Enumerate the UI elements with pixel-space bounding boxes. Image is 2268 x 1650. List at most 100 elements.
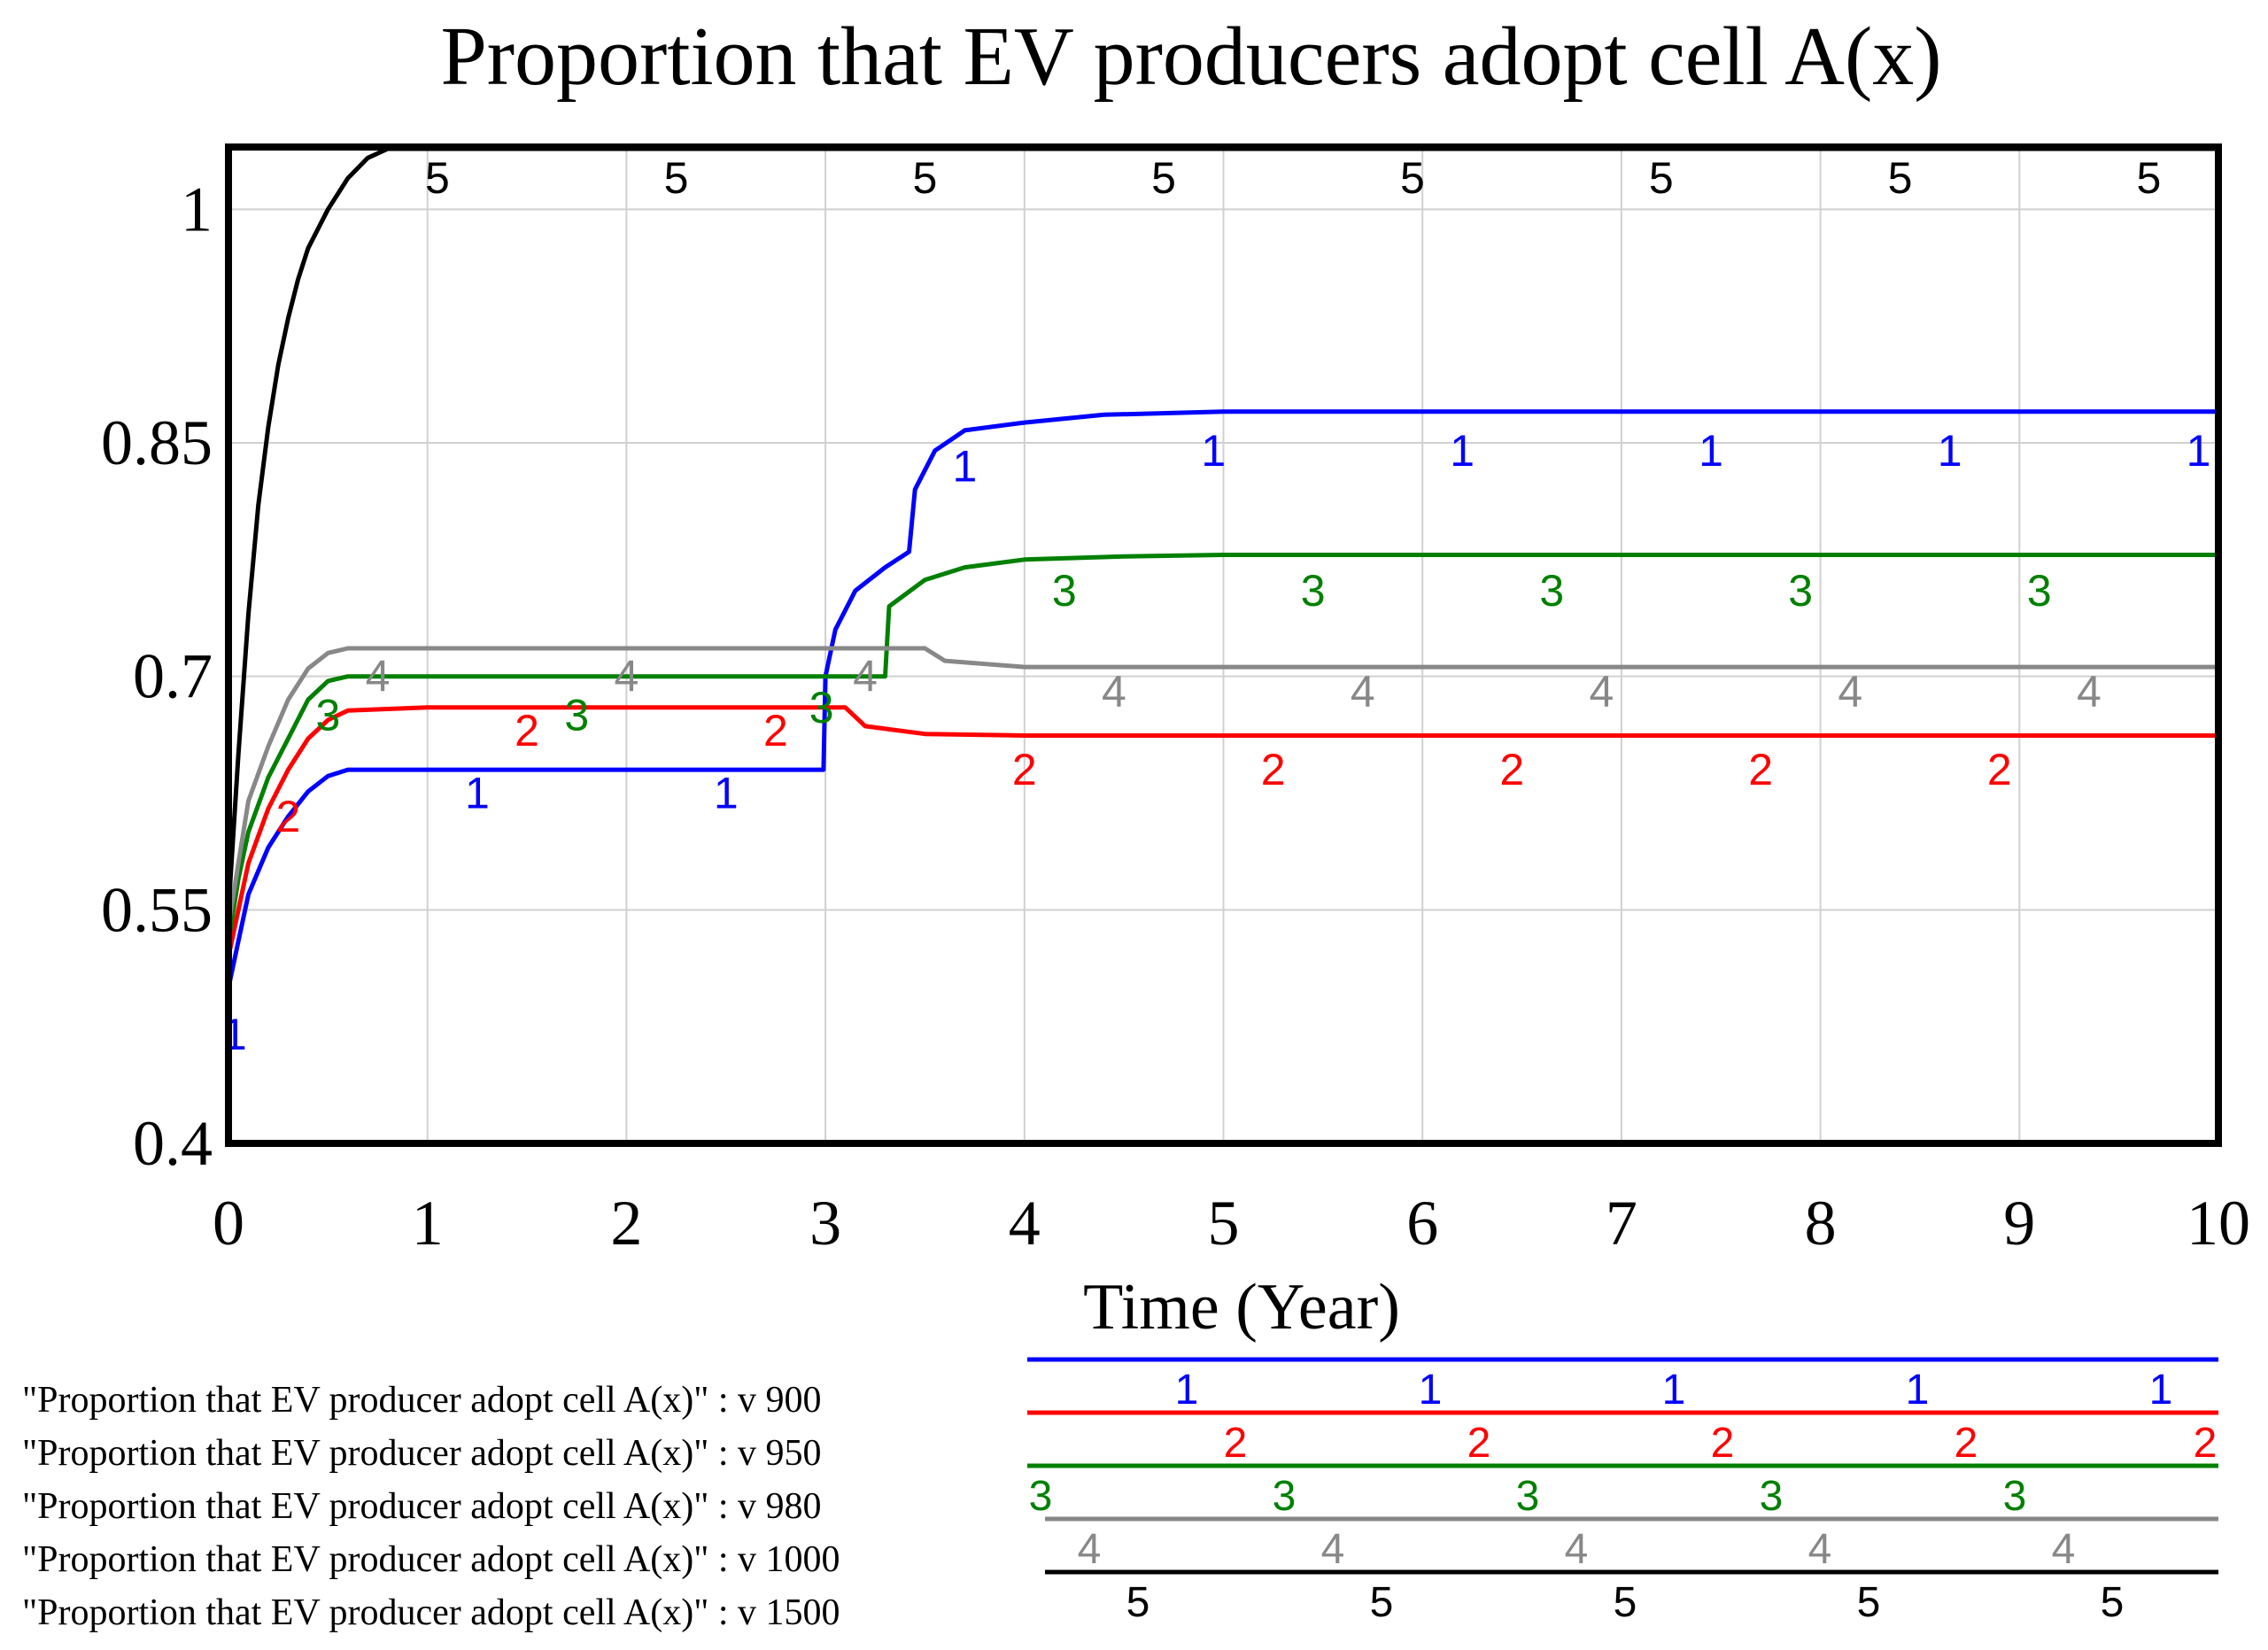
legend-marker-series-4: 4 bbox=[2052, 1526, 2076, 1573]
series-marker-1: 1 bbox=[1699, 426, 1723, 476]
x-axis-label: Time (Year) bbox=[1083, 1271, 1400, 1344]
legend-label-series-5: "Proportion that EV producer adopt cell … bbox=[22, 1592, 840, 1633]
series-markers: 11 11 1 1 1 1 122 22 2 2 2 23 3 33 3 3 3 34 4 4 4 4 4 4 45 5 5 5 5 5 5… bbox=[222, 153, 2211, 1059]
series-marker-2: 2 bbox=[1748, 745, 1773, 794]
chart-title: Proportion that EV producers adopt cell … bbox=[440, 11, 1941, 103]
y-tick-label: 0.85 bbox=[101, 407, 213, 478]
series-line-2 bbox=[226, 705, 2218, 957]
x-tick-label: 2 bbox=[610, 1188, 642, 1259]
series-marker-2: 2 bbox=[276, 792, 301, 841]
series-marker-1: 1 bbox=[2187, 426, 2211, 476]
series-marker-3: 3 bbox=[809, 683, 834, 732]
series-marker-4: 4 bbox=[1838, 667, 1862, 717]
series-marker-4: 4 bbox=[2077, 667, 2102, 717]
series-line-5 bbox=[226, 146, 2218, 910]
series-marker-1: 1 bbox=[465, 768, 490, 817]
x-tick-labels: 0 1 2 3 4 5 6 7 8 9 10 bbox=[213, 1188, 2250, 1259]
legend-marker-series-5: 5 bbox=[1857, 1579, 1881, 1626]
series-marker-3: 3 bbox=[2027, 566, 2052, 616]
y-tick-labels: 0.4 0.55 0.7 0.85 1 bbox=[101, 174, 213, 1179]
series-marker-2: 2 bbox=[515, 706, 539, 755]
legend-marker-series-3: 3 bbox=[2003, 1473, 2027, 1520]
x-tick-label: 9 bbox=[2003, 1188, 2035, 1259]
legend-marker-series-5: 5 bbox=[2101, 1579, 2125, 1626]
legend-marker-series-4: 4 bbox=[1321, 1526, 1345, 1573]
plot-frame bbox=[225, 143, 2222, 1147]
series-line-3 bbox=[226, 553, 2218, 941]
series-marker-2: 2 bbox=[1987, 745, 2012, 794]
series-marker-1: 1 bbox=[714, 768, 739, 817]
legend-marker-series-2: 2 bbox=[2194, 1420, 2218, 1467]
legend-marker-series-2: 2 bbox=[1711, 1420, 1735, 1467]
x-tick-label: 3 bbox=[809, 1188, 841, 1259]
legend-marker-series-3: 3 bbox=[1029, 1473, 1053, 1520]
legend-marker-series-2: 2 bbox=[1955, 1420, 1978, 1467]
x-tick-label: 8 bbox=[1805, 1188, 1837, 1259]
series-marker-4: 4 bbox=[366, 652, 391, 701]
legend-marker-series-5: 5 bbox=[1614, 1579, 1637, 1626]
series-marker-1: 1 bbox=[1450, 426, 1475, 476]
series-marker-1: 1 bbox=[952, 441, 977, 491]
legend-label-series-3: "Proportion that EV producer adopt cell … bbox=[22, 1486, 822, 1527]
series-marker-3: 3 bbox=[1052, 566, 1077, 616]
y-tick-label: 0.4 bbox=[133, 1108, 213, 1179]
legend-marker-series-1: 1 bbox=[1419, 1367, 1443, 1414]
series-marker-5: 5 bbox=[1888, 153, 1913, 203]
legend-marker-series-2: 2 bbox=[1467, 1420, 1491, 1467]
series-marker-4: 4 bbox=[1351, 667, 1375, 717]
series-line-4 bbox=[226, 646, 2218, 926]
x-tick-label: 0 bbox=[213, 1188, 244, 1259]
series-lines bbox=[226, 146, 2218, 988]
series-marker-4: 4 bbox=[1590, 667, 1614, 717]
legend-marker-series-4: 4 bbox=[1808, 1526, 1832, 1573]
legend-marker-series-4: 4 bbox=[1078, 1526, 1102, 1573]
legend-label-series-2: "Proportion that EV producer adopt cell … bbox=[22, 1433, 822, 1474]
y-tick-label: 0.55 bbox=[101, 874, 213, 945]
x-tick-label: 5 bbox=[1208, 1188, 1240, 1259]
series-marker-2: 2 bbox=[1499, 745, 1524, 794]
series-marker-4: 4 bbox=[853, 652, 878, 701]
series-marker-3: 3 bbox=[315, 691, 340, 740]
legend-samples: 1 1 1 1 12 2 2 2 23 3 3 3 34 4 4 4 45 5 5 5 5 bbox=[1027, 1357, 2218, 1626]
series-marker-1: 1 bbox=[1201, 426, 1226, 476]
legend-marker-series-2: 2 bbox=[1224, 1420, 1248, 1467]
legend-marker-series-1: 1 bbox=[1906, 1367, 1930, 1414]
series-marker-5: 5 bbox=[913, 153, 938, 203]
legend-marker-series-4: 4 bbox=[1565, 1526, 1589, 1573]
series-marker-3: 3 bbox=[1539, 566, 1564, 616]
series-marker-4: 4 bbox=[1102, 667, 1126, 717]
legend-marker-series-3: 3 bbox=[1273, 1473, 1297, 1520]
legend-marker-series-1: 1 bbox=[2149, 1367, 2173, 1414]
x-tick-label: 7 bbox=[1606, 1188, 1637, 1259]
legend-marker-series-3: 3 bbox=[1760, 1473, 1784, 1520]
series-marker-5: 5 bbox=[425, 153, 450, 203]
series-marker-5: 5 bbox=[1649, 153, 1674, 203]
series-marker-3: 3 bbox=[1788, 566, 1813, 616]
y-tick-label: 1 bbox=[181, 174, 213, 244]
y-tick-label: 0.7 bbox=[133, 641, 213, 712]
legend-label-series-1: "Proportion that EV producer adopt cell … bbox=[22, 1380, 822, 1421]
series-marker-1: 1 bbox=[1938, 426, 1962, 476]
series-marker-2: 2 bbox=[1261, 745, 1286, 794]
series-marker-3: 3 bbox=[1301, 566, 1326, 616]
series-marker-3: 3 bbox=[564, 691, 589, 740]
gridlines bbox=[228, 147, 2218, 1143]
legend-marker-series-1: 1 bbox=[1662, 1367, 1686, 1414]
series-marker-5: 5 bbox=[1400, 153, 1425, 203]
series-marker-5: 5 bbox=[664, 153, 689, 203]
legend-marker-series-5: 5 bbox=[1126, 1579, 1150, 1626]
legend-label-series-4: "Proportion that EV producer adopt cell … bbox=[22, 1539, 840, 1580]
x-tick-label: 4 bbox=[1009, 1188, 1041, 1259]
legend-marker-series-5: 5 bbox=[1370, 1579, 1394, 1626]
series-marker-5: 5 bbox=[1151, 153, 1176, 203]
series-marker-2: 2 bbox=[1012, 745, 1037, 794]
series-marker-5: 5 bbox=[2136, 153, 2161, 203]
series-marker-4: 4 bbox=[614, 652, 639, 701]
x-tick-label: 1 bbox=[412, 1188, 444, 1259]
x-tick-label: 6 bbox=[1406, 1188, 1438, 1259]
legend-marker-series-1: 1 bbox=[1175, 1367, 1199, 1414]
legend-marker-series-3: 3 bbox=[1516, 1473, 1540, 1520]
series-marker-2: 2 bbox=[763, 706, 788, 755]
x-tick-label: 10 bbox=[2187, 1188, 2250, 1259]
